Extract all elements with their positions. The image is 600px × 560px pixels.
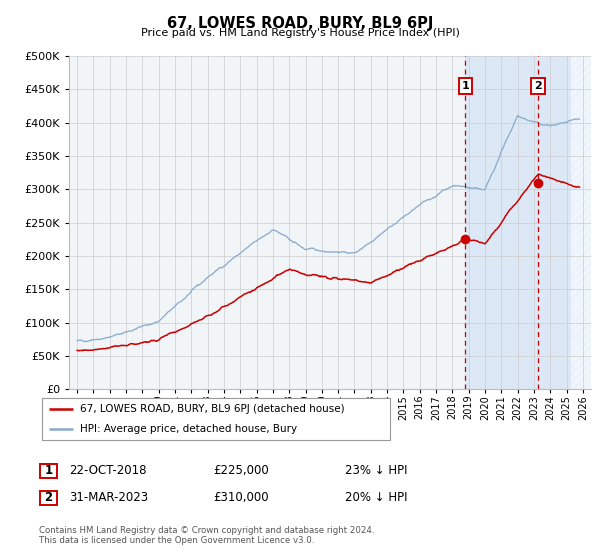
Text: 67, LOWES ROAD, BURY, BL9 6PJ: 67, LOWES ROAD, BURY, BL9 6PJ <box>167 16 433 31</box>
Text: 1: 1 <box>461 81 469 91</box>
FancyBboxPatch shape <box>40 491 57 505</box>
Text: 20% ↓ HPI: 20% ↓ HPI <box>345 491 407 504</box>
Text: HPI: Average price, detached house, Bury: HPI: Average price, detached house, Bury <box>80 424 298 434</box>
Text: £310,000: £310,000 <box>213 491 269 504</box>
Text: £225,000: £225,000 <box>213 464 269 477</box>
FancyBboxPatch shape <box>42 398 390 440</box>
Text: Contains HM Land Registry data © Crown copyright and database right 2024.: Contains HM Land Registry data © Crown c… <box>39 526 374 535</box>
Text: 67, LOWES ROAD, BURY, BL9 6PJ (detached house): 67, LOWES ROAD, BURY, BL9 6PJ (detached … <box>80 404 345 414</box>
Text: 23% ↓ HPI: 23% ↓ HPI <box>345 464 407 477</box>
Text: 2: 2 <box>534 81 542 91</box>
FancyBboxPatch shape <box>40 464 57 478</box>
Text: 2: 2 <box>44 491 53 505</box>
Text: Price paid vs. HM Land Registry's House Price Index (HPI): Price paid vs. HM Land Registry's House … <box>140 28 460 38</box>
Text: This data is licensed under the Open Government Licence v3.0.: This data is licensed under the Open Gov… <box>39 536 314 545</box>
Text: 22-OCT-2018: 22-OCT-2018 <box>69 464 146 477</box>
Text: 1: 1 <box>44 464 53 478</box>
Bar <box>571 56 600 389</box>
Text: 31-MAR-2023: 31-MAR-2023 <box>69 491 148 504</box>
Bar <box>466 56 600 389</box>
